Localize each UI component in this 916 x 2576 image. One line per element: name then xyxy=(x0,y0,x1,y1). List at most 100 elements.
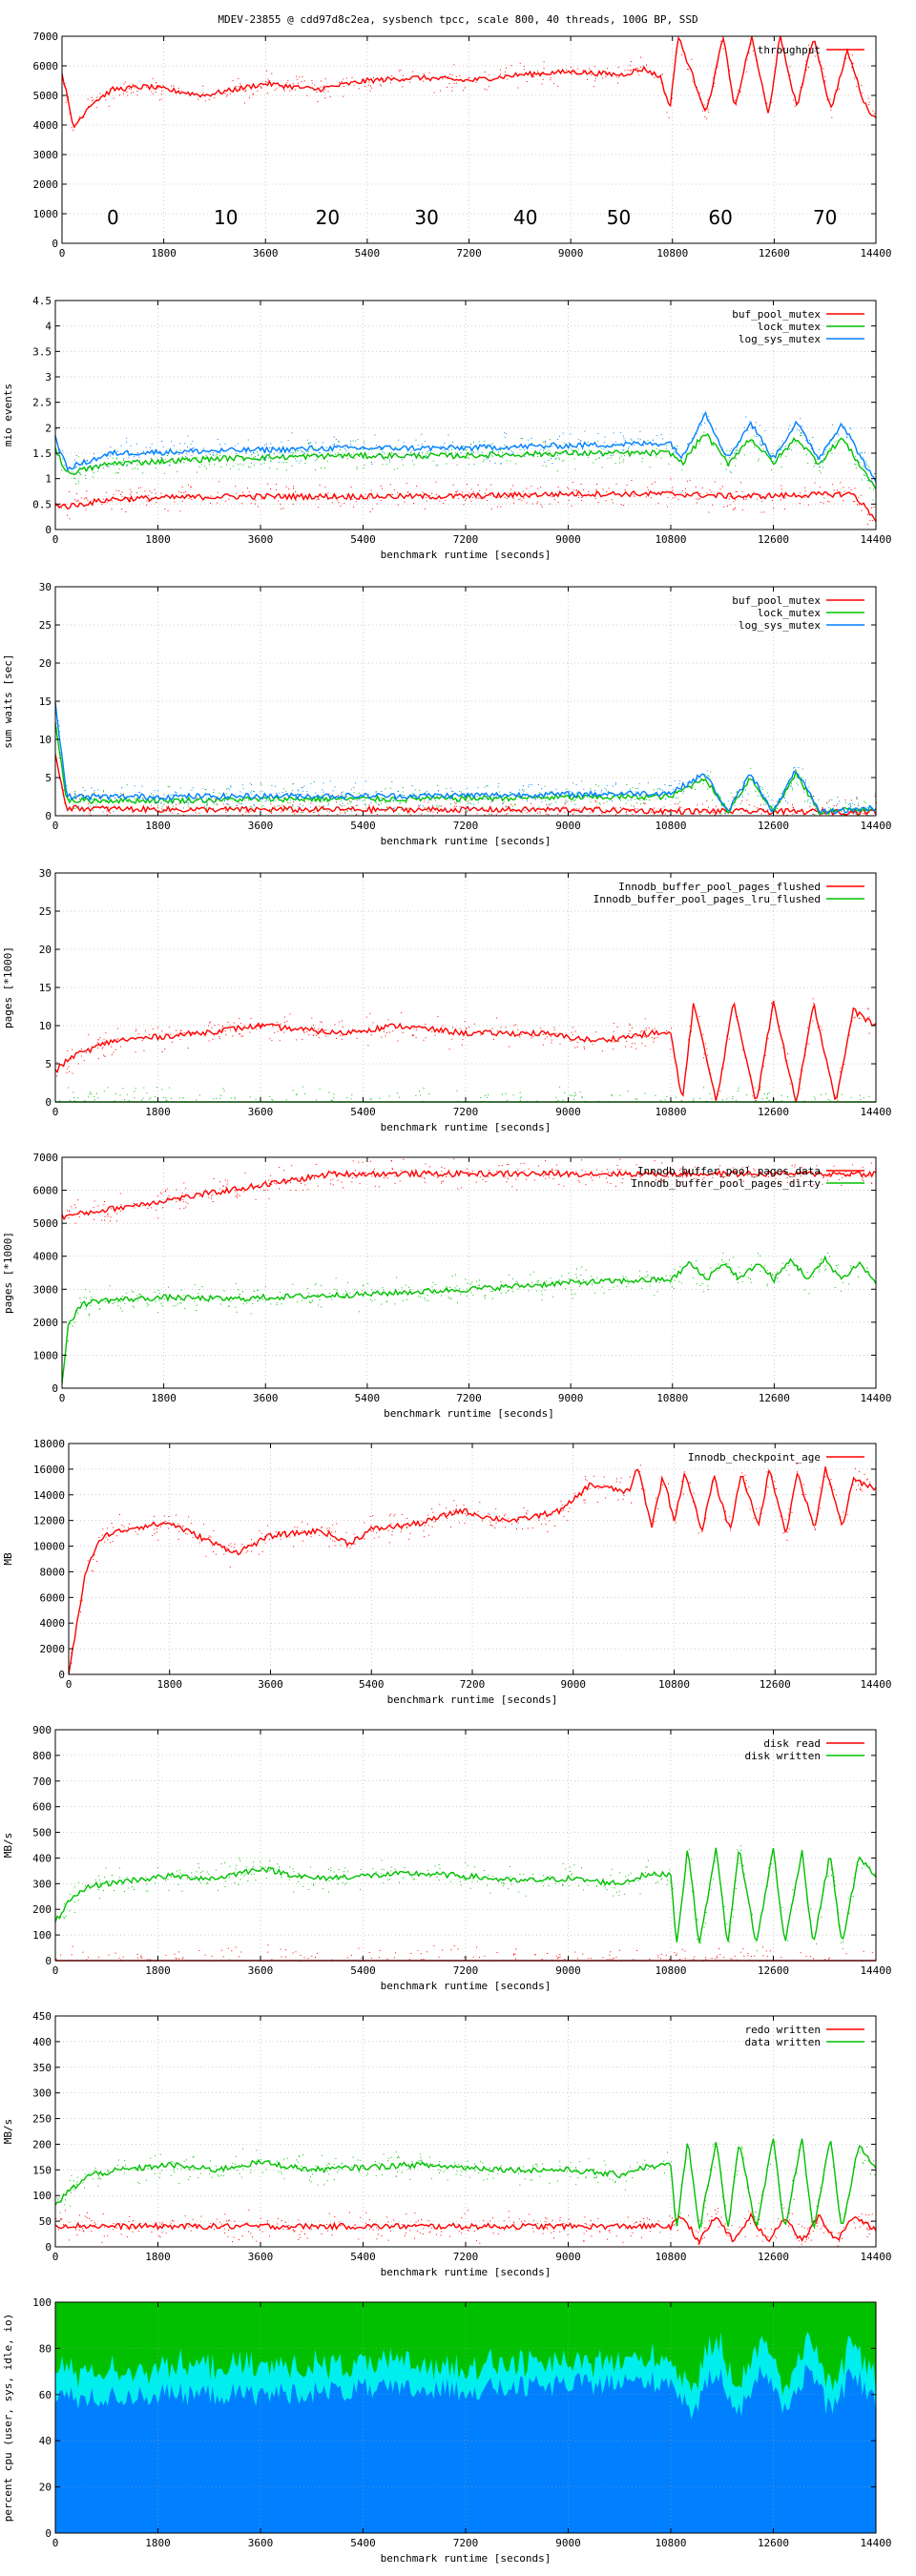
chart4-series1-dot-133 xyxy=(546,1036,548,1038)
chart4-series1-dot-363 xyxy=(840,1071,842,1073)
chart2-series2-dot-8 xyxy=(607,458,609,460)
chart4-ytick-label-4: 20 xyxy=(39,944,52,956)
chart5-series2-dot-178 xyxy=(644,1276,646,1278)
chart5-series2-dot-248 xyxy=(574,1293,576,1295)
chart2-series1-dot-70 xyxy=(729,495,731,497)
chart5-series1-dot-221 xyxy=(358,1161,360,1163)
chart3-series2-dot-264 xyxy=(702,783,704,785)
chart1-series1-dot-280 xyxy=(822,68,824,70)
chart2-series2-dot-361 xyxy=(341,454,343,456)
chart4-series1-dot-69 xyxy=(152,1028,154,1029)
chart2-series2-dot-162 xyxy=(251,454,252,456)
chart4-series1-dot-71 xyxy=(698,1015,700,1017)
chart2-series1-dot-317 xyxy=(380,500,382,501)
chart5-series1-dot-120 xyxy=(667,1176,669,1178)
chart1-series1-dot-179 xyxy=(722,48,724,50)
chart3-series1-dot-101 xyxy=(706,812,708,814)
chart4-series1-dot-9 xyxy=(509,1046,510,1048)
chart1-series1-dot-268 xyxy=(303,80,305,82)
chart5-series2-dot-65 xyxy=(678,1280,680,1282)
chart5-series2-dot-152 xyxy=(196,1310,197,1311)
chart4-series1-dot-292 xyxy=(843,1064,845,1066)
chart2-series1-dot-119 xyxy=(773,508,775,509)
chart5-series2-dot-242 xyxy=(434,1284,436,1285)
chart4-series2-dot-230 xyxy=(285,1099,287,1101)
chart1-series1-dot-153 xyxy=(370,85,371,87)
chart1-series1-dot-54 xyxy=(160,98,162,100)
chart2-xtick-label-3: 5400 xyxy=(350,533,376,546)
chart5-series1-dot-123 xyxy=(120,1210,122,1212)
chart1-series1-dot-399 xyxy=(851,66,853,68)
chart6-series1-dot-82 xyxy=(774,1480,776,1482)
chart3-series3-dot-249 xyxy=(323,782,324,784)
chart3-series1-dot-162 xyxy=(455,803,457,805)
chart1-series1-dot-351 xyxy=(364,86,366,87)
chart6-series1-dot-100 xyxy=(766,1471,768,1473)
chart3-series2-dot-128 xyxy=(760,795,761,797)
chart3-series1-dot-385 xyxy=(507,813,509,814)
chart2-series1-dot-7 xyxy=(217,491,219,493)
chart2-series3-dot-335 xyxy=(107,454,109,456)
chart2-series1-dot-227 xyxy=(745,499,747,500)
chart3-series3-dot-290 xyxy=(744,783,746,785)
chart5-series2-dot-282 xyxy=(674,1279,676,1281)
chart1-series1-dot-19 xyxy=(830,109,832,111)
chart3-series1-dot-105 xyxy=(161,808,163,810)
chart2-series1-dot-87 xyxy=(77,500,78,502)
chart1-series1-dot-102 xyxy=(633,68,635,70)
chart3-series3-dot-279 xyxy=(170,800,172,802)
chart2-series2-dot-193 xyxy=(225,464,227,466)
chart2-series3-dot-137 xyxy=(144,454,146,456)
chart3-series3-dot-66 xyxy=(474,797,476,799)
chart2-series1-dot-137 xyxy=(364,493,366,495)
chart2-ytick-label-5: 2.5 xyxy=(32,397,52,409)
chart5-series1-dot-241 xyxy=(428,1172,429,1174)
chart2-series1-dot-287 xyxy=(80,497,82,499)
chart3-series3-dot-334 xyxy=(747,793,749,795)
chart3-series1-dot-159 xyxy=(495,814,497,816)
chart3-series2-dot-101 xyxy=(632,786,634,788)
chart5-series1-dot-240 xyxy=(104,1215,106,1217)
chart3-series3-dot-199 xyxy=(572,782,574,784)
chart4-series1-dot-412 xyxy=(98,1058,99,1060)
chart3-series2-dot-263 xyxy=(761,789,763,790)
chart3-series2-dot-210 xyxy=(695,788,696,790)
chart6-series1-dot-66 xyxy=(424,1525,426,1527)
chart3-series1-dot-234 xyxy=(596,805,597,807)
chart3-series3-dot-100 xyxy=(541,788,543,789)
chart3-series2-dot-54 xyxy=(703,779,705,780)
chart1-series1-dot-296 xyxy=(123,83,125,85)
chart4-series1-dot-221 xyxy=(56,1075,58,1077)
chart4-series1-dot-214 xyxy=(641,1042,643,1044)
chart2-series1-dot-182 xyxy=(709,489,711,491)
chart4-series2-dot-365 xyxy=(569,1094,571,1096)
chart5-series1-dot-387 xyxy=(862,1166,864,1168)
chart2-series2-dot-269 xyxy=(217,453,218,455)
chart5-series2-dot-81 xyxy=(638,1276,640,1278)
chart4-series1-dot-7 xyxy=(707,1054,709,1056)
chart4-series1-dot-114 xyxy=(413,1034,415,1036)
chart3-series2-dot-408 xyxy=(94,792,95,794)
chart4-series1-dot-172 xyxy=(588,1039,590,1041)
chart3-series2-dot-328 xyxy=(801,777,802,779)
chart2-series1-dot-143 xyxy=(55,505,57,507)
chart2-series2-dot-302 xyxy=(855,467,857,469)
chart4-series1-dot-104 xyxy=(372,1022,374,1024)
chart2-series1-dot-360 xyxy=(180,492,182,493)
chart3-series3-dot-342 xyxy=(228,804,230,806)
chart4-series1-dot-148 xyxy=(817,1027,819,1028)
chart3-series3-dot-381 xyxy=(342,798,344,800)
chart1-series1-dot-163 xyxy=(368,81,370,83)
chart5-series1-dot-262 xyxy=(555,1170,557,1171)
chart4-series1-dot-8 xyxy=(111,1046,113,1048)
chart5-series1-dot-362 xyxy=(262,1189,264,1191)
chart5-series1-dot-255 xyxy=(159,1192,161,1194)
chart6-series1-dot-123 xyxy=(332,1540,334,1542)
chart2-series1-dot-177 xyxy=(504,497,506,499)
chart5-series2-dot-114 xyxy=(478,1284,480,1286)
chart1-series1-dot-172 xyxy=(311,80,313,81)
chart2-series2-dot-106 xyxy=(492,455,494,457)
chart4-series1-dot-192 xyxy=(56,1062,58,1064)
chart3-series2-dot-95 xyxy=(510,791,511,793)
chart4-series1-dot-132 xyxy=(342,1034,344,1036)
